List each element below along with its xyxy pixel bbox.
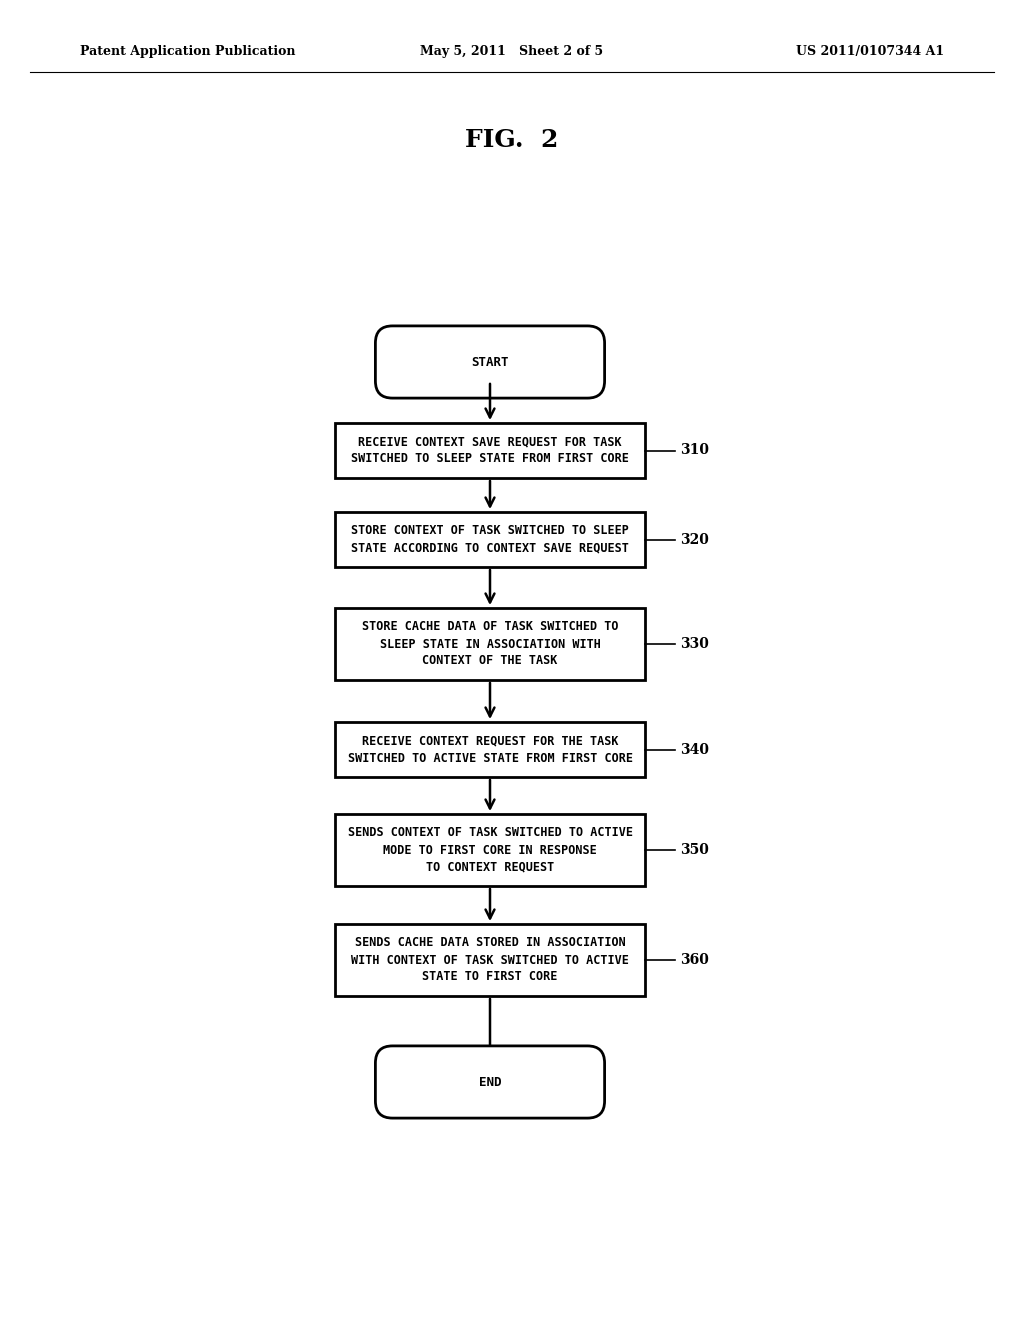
Bar — [335, 814, 645, 886]
Text: END: END — [479, 1076, 502, 1089]
Text: SENDS CONTEXT OF TASK SWITCHED TO ACTIVE
MODE TO FIRST CORE IN RESPONSE
TO CONTE: SENDS CONTEXT OF TASK SWITCHED TO ACTIVE… — [347, 826, 633, 874]
Text: SENDS CACHE DATA STORED IN ASSOCIATION
WITH CONTEXT OF TASK SWITCHED TO ACTIVE
S: SENDS CACHE DATA STORED IN ASSOCIATION W… — [351, 936, 629, 983]
Bar — [335, 722, 645, 777]
Text: 310: 310 — [680, 444, 709, 458]
Text: May 5, 2011   Sheet 2 of 5: May 5, 2011 Sheet 2 of 5 — [421, 45, 603, 58]
Text: Patent Application Publication: Patent Application Publication — [80, 45, 296, 58]
Text: 350: 350 — [680, 843, 709, 857]
Text: STORE CONTEXT OF TASK SWITCHED TO SLEEP
STATE ACCORDING TO CONTEXT SAVE REQUEST: STORE CONTEXT OF TASK SWITCHED TO SLEEP … — [351, 524, 629, 554]
Bar — [335, 512, 645, 568]
Text: 330: 330 — [680, 638, 709, 651]
Text: FIG.  2: FIG. 2 — [465, 128, 559, 152]
Bar — [335, 609, 645, 680]
FancyBboxPatch shape — [376, 1045, 604, 1118]
Text: RECEIVE CONTEXT REQUEST FOR THE TASK
SWITCHED TO ACTIVE STATE FROM FIRST CORE: RECEIVE CONTEXT REQUEST FOR THE TASK SWI… — [347, 734, 633, 764]
Bar — [335, 924, 645, 997]
Text: STORE CACHE DATA OF TASK SWITCHED TO
SLEEP STATE IN ASSOCIATION WITH
CONTEXT OF : STORE CACHE DATA OF TASK SWITCHED TO SLE… — [361, 620, 618, 668]
Text: US 2011/0107344 A1: US 2011/0107344 A1 — [796, 45, 944, 58]
Text: START: START — [471, 355, 509, 368]
Text: 320: 320 — [680, 532, 709, 546]
Text: RECEIVE CONTEXT SAVE REQUEST FOR TASK
SWITCHED TO SLEEP STATE FROM FIRST CORE: RECEIVE CONTEXT SAVE REQUEST FOR TASK SW… — [351, 436, 629, 466]
FancyBboxPatch shape — [376, 326, 604, 399]
Text: 340: 340 — [680, 742, 709, 756]
Text: 360: 360 — [680, 953, 709, 968]
Bar — [335, 422, 645, 478]
